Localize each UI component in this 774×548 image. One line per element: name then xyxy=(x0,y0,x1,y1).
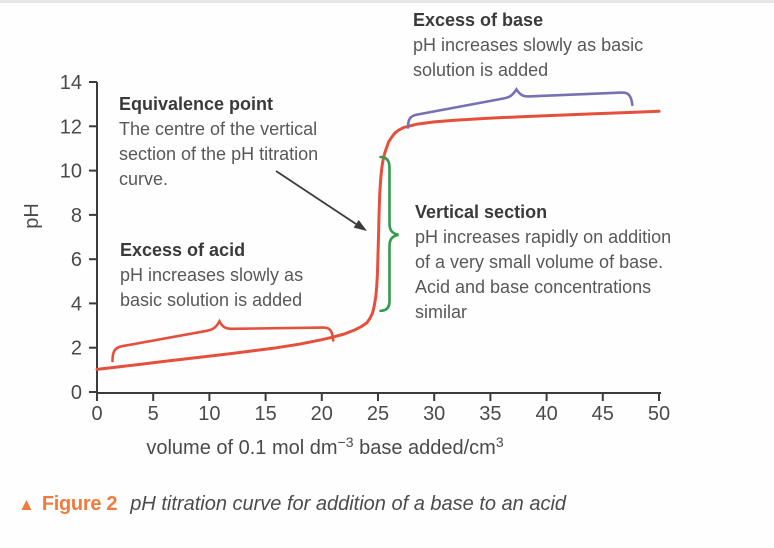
x-tick-label-50: 50 xyxy=(648,403,670,425)
page-edge-strip xyxy=(0,0,774,3)
x-tick-label-20: 20 xyxy=(311,403,333,425)
excess-of-base-title: Excess of base xyxy=(413,10,544,30)
excess-of-acid-note: Excess of acid pH increases slowly as ba… xyxy=(120,238,380,313)
figure-label: Figure 2 xyxy=(41,493,118,515)
excess-of-base-note: Excess of base pH increases slowly as ba… xyxy=(413,8,713,83)
excess-of-acid-body: pH increases slowly as basic solution is… xyxy=(120,265,304,310)
x-axis-title-sup2: 3 xyxy=(496,434,504,450)
y-tick-marks xyxy=(89,81,97,393)
x-tick-label-0: 0 xyxy=(91,403,102,425)
x-tick-label-5: 5 xyxy=(148,403,159,425)
y-axis-title: pH xyxy=(21,203,43,229)
x-tick-label-30: 30 xyxy=(423,403,445,425)
equivalence-point-arrow xyxy=(275,170,367,231)
x-tick-label-45: 45 xyxy=(592,403,614,425)
x-axis-title-sup1: −3 xyxy=(338,434,354,450)
figure-caption: ▲ Figure 2 pH titration curve for additi… xyxy=(18,492,566,518)
x-axis-title-mid: base added/cm xyxy=(354,437,496,459)
x-tick-label-15: 15 xyxy=(254,403,276,425)
y-tick-label-12: 12 xyxy=(60,116,82,138)
excess-of-acid-title: Excess of acid xyxy=(120,240,246,260)
arrowhead-icon xyxy=(353,220,367,231)
y-tick-label-2: 2 xyxy=(71,338,82,360)
figure-caption-text: pH titration curve for addition of a bas… xyxy=(130,493,567,515)
x-tick-label-40: 40 xyxy=(535,403,557,425)
excess-of-base-brace xyxy=(406,87,634,129)
figure-marker-icon: ▲ xyxy=(18,495,35,514)
vertical-section-brace xyxy=(379,155,399,313)
excess-of-acid-brace xyxy=(111,318,335,363)
x-tick-label-25: 25 xyxy=(367,403,389,425)
y-tick-label-14: 14 xyxy=(60,72,82,94)
y-tick-label-8: 8 xyxy=(71,205,82,227)
equivalence-point-title: Equivalence point xyxy=(119,94,274,114)
equivalence-point-note: Equivalence point The centre of the vert… xyxy=(119,92,399,192)
y-tick-label-0: 0 xyxy=(71,382,82,404)
x-tick-marks xyxy=(96,393,660,401)
x-tick-label-10: 10 xyxy=(198,403,220,425)
y-tick-label-10: 10 xyxy=(60,161,82,183)
vertical-section-note: Vertical section pH increases rapidly on… xyxy=(415,200,745,325)
titration-curve xyxy=(95,109,661,371)
x-tick-label-35: 35 xyxy=(479,403,501,425)
vertical-section-body: pH increases rapidly on addition of a ve… xyxy=(415,227,672,322)
x-axis-title: volume of 0.1 mol dm−3 base added/cm3 xyxy=(146,434,504,459)
equivalence-point-body: The centre of the vertical section of th… xyxy=(119,119,319,189)
vertical-section-title: Vertical section xyxy=(415,202,548,222)
y-tick-label-6: 6 xyxy=(71,249,82,271)
x-axis-title-pre: volume of 0.1 mol dm xyxy=(146,437,337,459)
excess-of-base-body: pH increases slowly as basic solution is… xyxy=(413,35,644,80)
y-tick-label-4: 4 xyxy=(71,293,82,315)
